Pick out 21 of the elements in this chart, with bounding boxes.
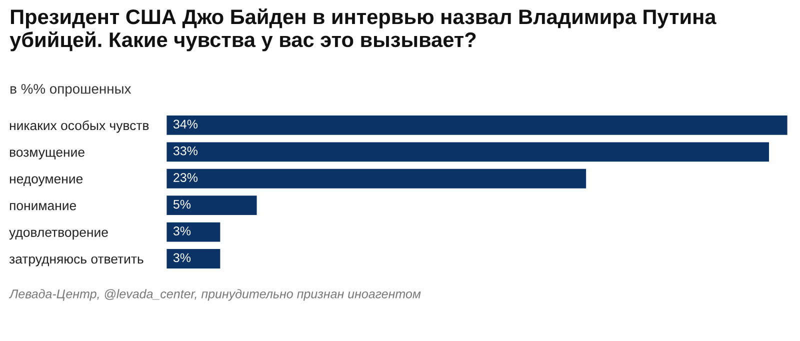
y-tick-label: затрудняюсь ответить [9, 256, 144, 266]
y-tick-label: возмущение [10, 150, 84, 160]
data-label: 34% [173, 120, 198, 129]
bar [166, 114, 788, 136]
bar [166, 168, 588, 190]
text: Левада-Центр, @levada_center, принудительно признан иноагентом [8, 289, 421, 301]
data-label: 5% [173, 200, 191, 209]
data-label: 3% [173, 253, 191, 262]
bar [166, 248, 222, 270]
y-tick-label: никаких особых чувств [10, 120, 149, 133]
bar [166, 194, 258, 216]
data-label: 23% [174, 173, 198, 182]
data-label: 33% [173, 146, 198, 156]
y-tick-label: понимание [10, 203, 76, 210]
y-tick-label: недоумение [10, 176, 83, 186]
y-tick-label: удовлетворение [9, 230, 108, 240]
bar [166, 140, 770, 164]
chart-title: Президент США Джо Байден в интервью назвал Владимира Путина убийцей. Какие чувства у вас это вызывает? [10, 8, 716, 52]
data-label: 3% [173, 226, 191, 236]
bar [166, 220, 222, 244]
chart-subtitle: в %% опрошенных [10, 84, 132, 96]
